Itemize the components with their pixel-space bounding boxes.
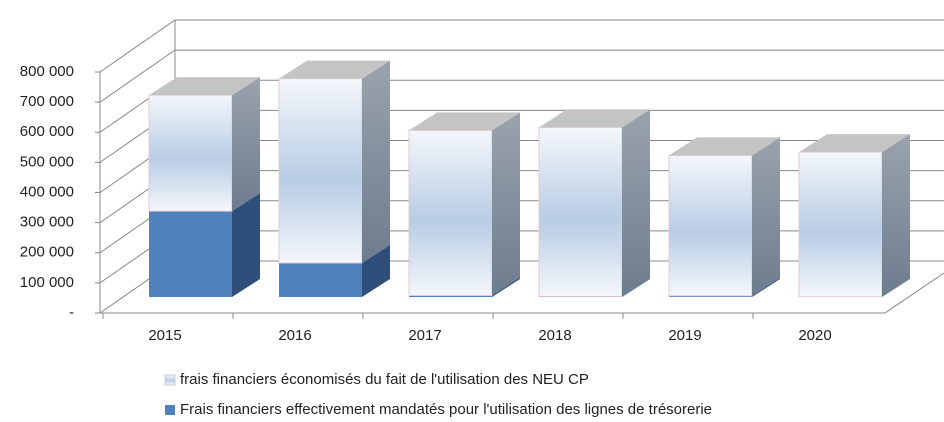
bar-side: [362, 244, 390, 297]
x-tick-label: 2019: [668, 327, 701, 344]
y-tick-label: 400 000: [20, 183, 74, 200]
bar-front: [669, 295, 752, 297]
grid-line: [99, 19, 944, 73]
bar-top: [799, 134, 910, 153]
bar-top: [279, 60, 390, 79]
bar-side: [232, 193, 260, 297]
y-tick-label: 200 000: [20, 244, 74, 261]
y-tick-label: -: [69, 304, 74, 321]
bar-side: [882, 134, 910, 297]
legend-label: frais financiers économisés du fait de l…: [180, 371, 589, 388]
bar-front: [668, 154, 753, 297]
x-tick-label: 2018: [538, 327, 571, 344]
bar-side: [752, 277, 780, 297]
bar-front: [538, 126, 623, 297]
y-tick-label: 600 000: [20, 123, 74, 140]
bar-top: [539, 109, 650, 128]
bar-side: [622, 109, 650, 297]
bar-side: [492, 277, 520, 297]
y-tick-label: 100 000: [20, 274, 74, 291]
legend-label: Frais financiers effectivement mandatés …: [180, 401, 712, 418]
y-tick-label: 700 000: [20, 93, 74, 110]
legend-swatch: [164, 374, 176, 386]
y-tick-label: 300 000: [20, 214, 74, 231]
x-tick-label: 2017: [408, 327, 441, 344]
bar-side: [752, 137, 780, 296]
bar-front: [149, 211, 232, 297]
x-tick-label: 2016: [278, 327, 311, 344]
bar-front: [798, 151, 883, 298]
bar-front: [148, 94, 233, 212]
legend-swatch: [165, 405, 175, 415]
bar-side: [622, 278, 650, 297]
bar-top: [149, 77, 260, 96]
bar-front: [279, 262, 362, 297]
bar-side: [362, 60, 390, 263]
bar-top: [409, 112, 520, 131]
bar-front: [278, 78, 363, 264]
x-tick-label: 2015: [148, 327, 181, 344]
bar-top: [669, 137, 780, 156]
bar-side: [492, 112, 520, 296]
y-tick-label: 500 000: [20, 153, 74, 170]
x-tick-label: 2020: [798, 327, 831, 344]
floor: [100, 272, 944, 314]
bar-front: [409, 295, 492, 297]
bar-side: [232, 77, 260, 212]
y-tick-label: 800 000: [20, 63, 74, 80]
bar-side: [882, 278, 910, 297]
bar-front: [408, 129, 493, 296]
